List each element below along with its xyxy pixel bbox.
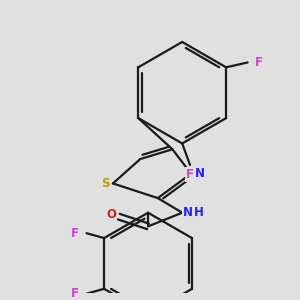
- Text: S: S: [101, 177, 110, 190]
- Text: N: N: [183, 206, 193, 219]
- Text: N: N: [195, 167, 205, 180]
- Text: F: F: [255, 56, 263, 69]
- Text: F: F: [71, 287, 79, 300]
- Text: O: O: [106, 208, 116, 221]
- Text: F: F: [186, 168, 194, 181]
- Text: H: H: [194, 206, 204, 219]
- Text: F: F: [71, 227, 79, 240]
